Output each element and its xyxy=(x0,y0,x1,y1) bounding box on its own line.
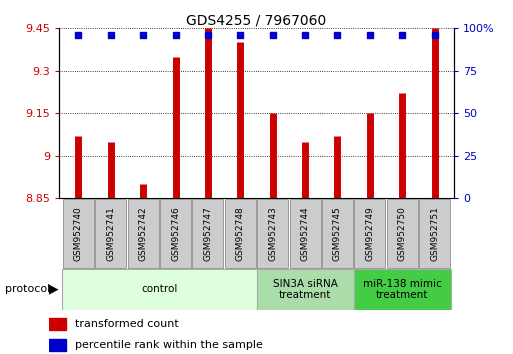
Text: GSM952749: GSM952749 xyxy=(365,206,374,261)
FancyBboxPatch shape xyxy=(256,269,353,310)
Text: GSM952750: GSM952750 xyxy=(398,206,407,261)
FancyBboxPatch shape xyxy=(63,199,94,268)
Text: control: control xyxy=(141,284,177,295)
Text: GSM952746: GSM952746 xyxy=(171,206,180,261)
Text: GSM952748: GSM952748 xyxy=(236,206,245,261)
FancyBboxPatch shape xyxy=(353,269,451,310)
Bar xyxy=(49,318,66,330)
Text: GSM952745: GSM952745 xyxy=(333,206,342,261)
Text: GSM952742: GSM952742 xyxy=(139,206,148,261)
FancyBboxPatch shape xyxy=(62,269,256,310)
Text: transformed count: transformed count xyxy=(75,319,179,329)
Text: miR-138 mimic
treatment: miR-138 mimic treatment xyxy=(363,279,442,300)
FancyBboxPatch shape xyxy=(354,199,385,268)
Text: GSM952743: GSM952743 xyxy=(268,206,277,261)
FancyBboxPatch shape xyxy=(322,199,353,268)
Text: GSM952751: GSM952751 xyxy=(430,206,439,261)
FancyBboxPatch shape xyxy=(289,199,321,268)
FancyBboxPatch shape xyxy=(128,199,159,268)
Title: GDS4255 / 7967060: GDS4255 / 7967060 xyxy=(186,13,327,27)
Text: GSM952747: GSM952747 xyxy=(204,206,212,261)
FancyBboxPatch shape xyxy=(192,199,224,268)
Text: GSM952740: GSM952740 xyxy=(74,206,83,261)
FancyBboxPatch shape xyxy=(225,199,256,268)
FancyBboxPatch shape xyxy=(387,199,418,268)
Text: GSM952741: GSM952741 xyxy=(106,206,115,261)
FancyBboxPatch shape xyxy=(419,199,450,268)
FancyBboxPatch shape xyxy=(257,199,288,268)
FancyBboxPatch shape xyxy=(95,199,126,268)
Text: percentile rank within the sample: percentile rank within the sample xyxy=(75,340,263,350)
Text: GSM952744: GSM952744 xyxy=(301,206,309,261)
Text: ▶: ▶ xyxy=(49,283,58,296)
Text: SIN3A siRNA
treatment: SIN3A siRNA treatment xyxy=(272,279,338,300)
Bar xyxy=(49,339,66,351)
Text: protocol: protocol xyxy=(5,284,50,295)
FancyBboxPatch shape xyxy=(160,199,191,268)
